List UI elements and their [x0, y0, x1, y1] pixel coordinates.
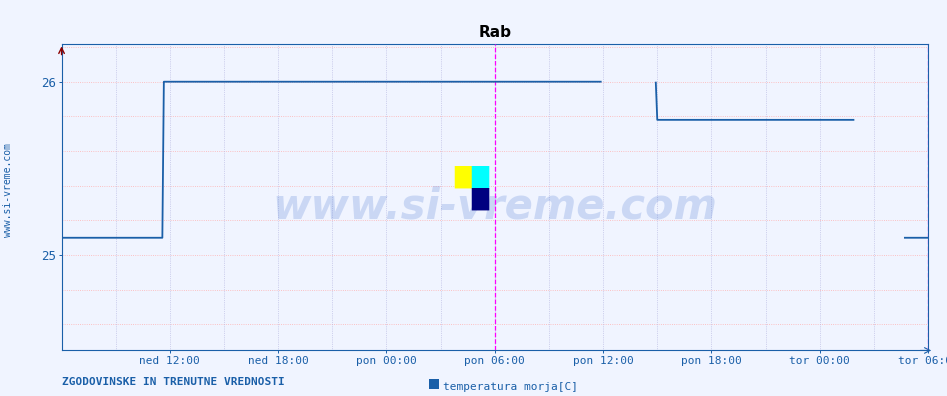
Title: Rab: Rab [478, 25, 511, 40]
Text: ZGODOVINSKE IN TRENUTNE VREDNOSTI: ZGODOVINSKE IN TRENUTNE VREDNOSTI [62, 377, 284, 387]
Text: temperatura morja[C]: temperatura morja[C] [443, 382, 579, 392]
Text: █: █ [472, 166, 489, 188]
Text: www.si-vreme.com: www.si-vreme.com [3, 143, 12, 237]
Text: █: █ [455, 166, 472, 188]
Text: █: █ [472, 188, 489, 210]
Text: www.si-vreme.com: www.si-vreme.com [273, 185, 717, 227]
